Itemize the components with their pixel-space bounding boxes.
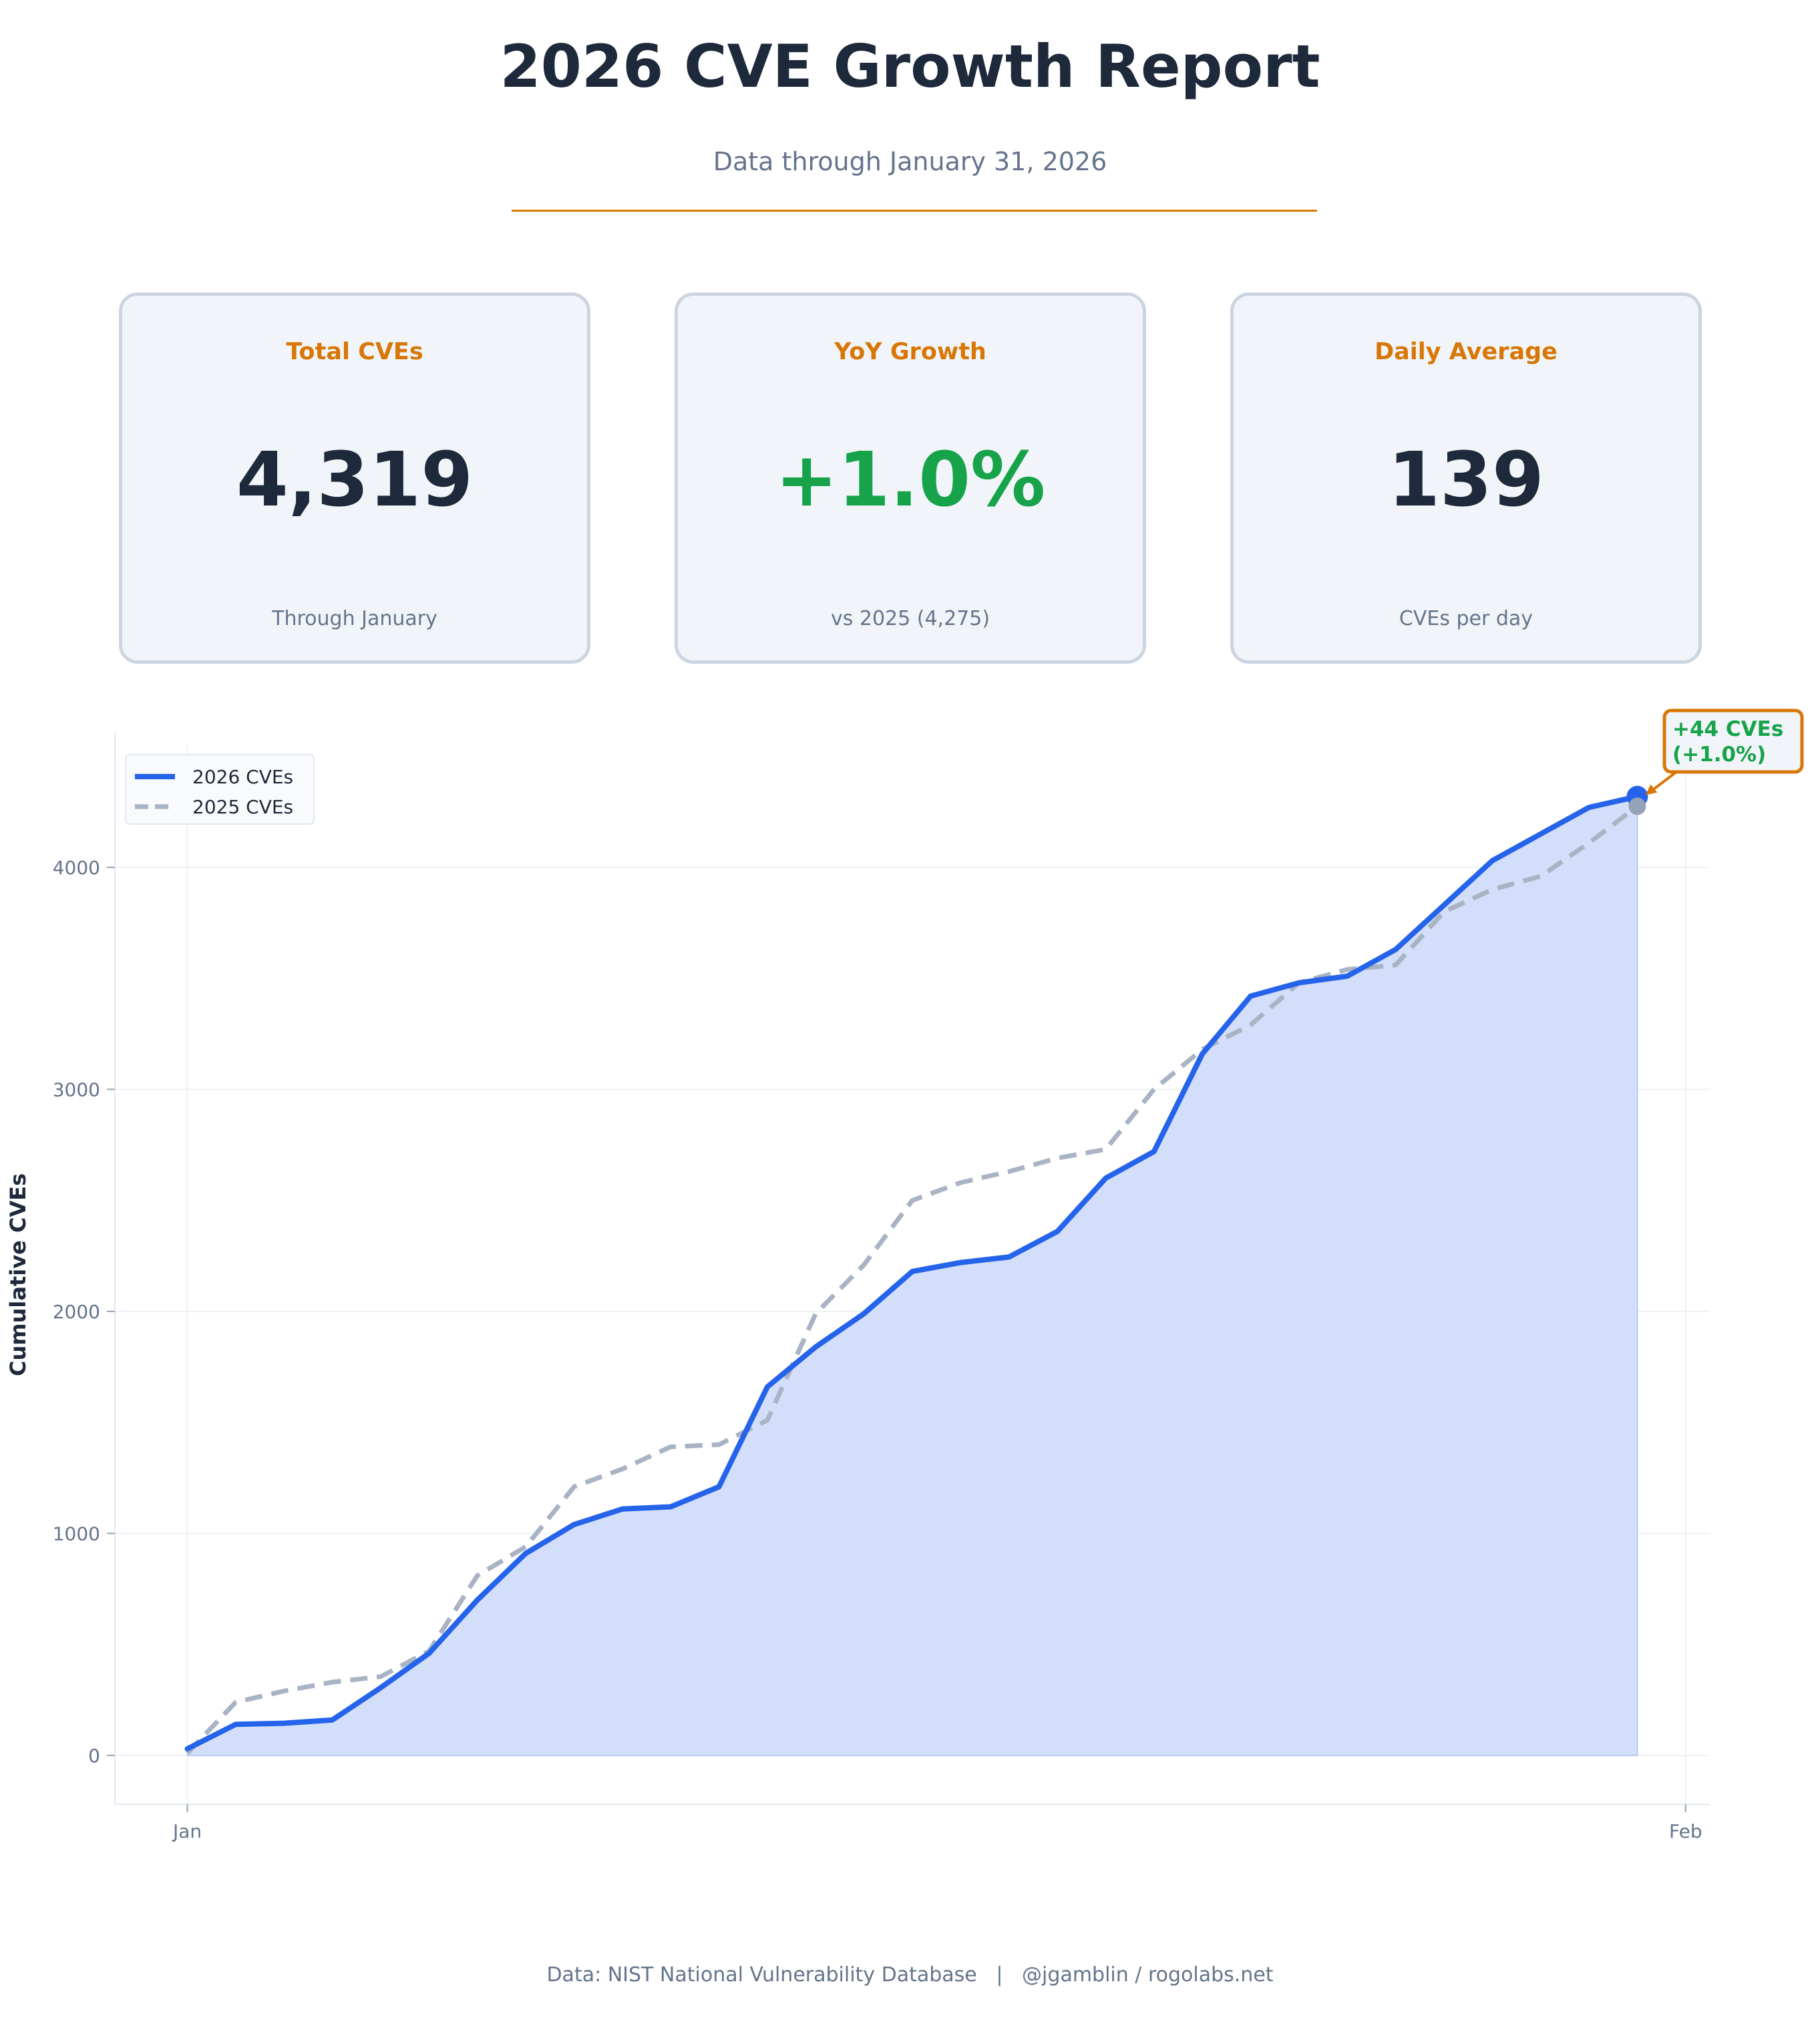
- y-tick-label: 1000: [53, 1522, 100, 1545]
- legend-label-2026: 2026 CVEs: [192, 766, 293, 788]
- daily-average-label: Daily Average: [1375, 339, 1558, 365]
- chart-axes: 0 1000 2000 3000 4000 Jan Feb Cumulative CVEs: [5, 732, 1710, 1842]
- total-cves-card: Total CVEs 4,319 Through January: [119, 292, 590, 664]
- annotation-line-2: (+1.0%): [1672, 743, 1766, 767]
- cumulative-cve-chart: 0 1000 2000 3000 4000 Jan Feb Cumulative CVEs +…: [5, 708, 1804, 1842]
- page-title: 2026 CVE Growth Report: [500, 32, 1320, 101]
- page-subtitle: Data through January 31, 2026: [713, 147, 1107, 176]
- series-2026-line: [184, 793, 1640, 1752]
- daily-average-card: Daily Average 139 CVEs per day: [1230, 292, 1702, 664]
- series-2025-end-point: [1628, 797, 1646, 815]
- yoy-growth-card: YoY Growth +1.0% vs 2025 (4,275): [675, 292, 1146, 664]
- y-tick-label: 4000: [53, 857, 100, 879]
- daily-average-sub: CVEs per day: [1399, 607, 1533, 630]
- total-cves-label: Total CVEs: [286, 339, 423, 365]
- title-divider: [512, 210, 1317, 212]
- footer-credits: Data: NIST National Vulnerability Databa…: [546, 1963, 1274, 1987]
- yoy-growth-label: YoY Growth: [834, 339, 986, 365]
- x-tick-label: Jan: [172, 1820, 202, 1842]
- chart-legend: 2026 CVEs 2025 CVEs: [125, 754, 315, 825]
- legend-box: [125, 754, 315, 825]
- y-axis-title: Cumulative CVEs: [5, 1173, 31, 1376]
- yoy-growth-sub: vs 2025 (4,275): [830, 607, 990, 630]
- annotation-line-1: +44 CVEs: [1672, 717, 1783, 741]
- y-tick-label: 2000: [53, 1301, 100, 1323]
- daily-average-value: 139: [1388, 437, 1544, 524]
- total-cves-value: 4,319: [236, 437, 474, 524]
- yoy-growth-value: +1.0%: [775, 437, 1046, 524]
- y-tick-label: 0: [88, 1745, 100, 1767]
- annotation-box: [1662, 708, 1804, 774]
- y-tick-label: 3000: [53, 1078, 100, 1100]
- legend-label-2025: 2025 CVEs: [192, 796, 293, 818]
- chart-annotation: +44 CVEs(+1.0%): [1645, 708, 1804, 795]
- chart-series: [184, 785, 1648, 1756]
- x-tick-label: Feb: [1669, 1820, 1702, 1842]
- annotation-arrow-head: [1645, 784, 1658, 795]
- total-cves-sub: Through January: [272, 607, 437, 630]
